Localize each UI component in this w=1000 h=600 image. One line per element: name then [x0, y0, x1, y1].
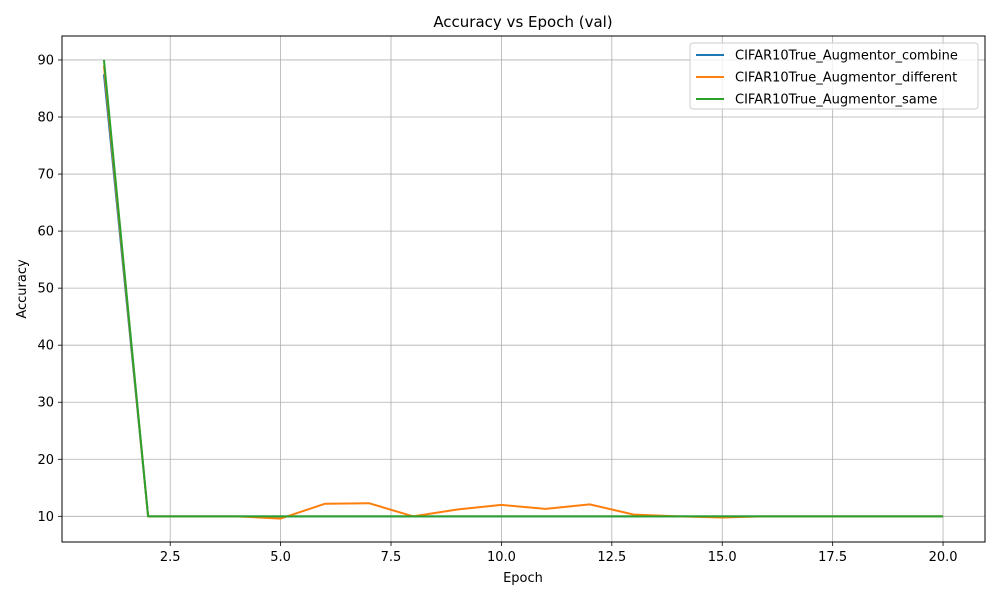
x-tick-label: 17.5 [818, 550, 847, 565]
chart-title: Accuracy vs Epoch (val) [433, 13, 612, 31]
x-tick-label: 10.0 [487, 550, 516, 565]
y-tick-label: 30 [37, 396, 54, 411]
legend-label: CIFAR10True_Augmentor_combine [735, 49, 958, 64]
legend: CIFAR10True_Augmentor_combine CIFAR10True… [689, 42, 979, 110]
y-tick-label: 50 [37, 282, 54, 297]
x-tick-label: 2.5 [160, 550, 181, 565]
legend-box [689, 42, 979, 110]
x-tick-label: 12.5 [597, 550, 626, 565]
y-tick-label: 70 [37, 168, 54, 183]
x-tick-label: 5.0 [270, 550, 291, 565]
y-tick-label: 80 [37, 111, 54, 126]
y-axis-label: Accuracy [15, 259, 30, 319]
x-tick-label: 15.0 [708, 550, 737, 565]
y-tick-label: 90 [37, 53, 54, 68]
y-tick-label: 20 [37, 453, 54, 468]
series-lines [102, 59, 944, 520]
plot-frame [61, 35, 986, 543]
legend-label: CIFAR10True_Augmentor_different [735, 71, 957, 86]
series-line-3 [102, 59, 944, 518]
y-tick-label: 10 [37, 510, 54, 525]
legend-label: CIFAR10True_Augmentor_same [735, 93, 937, 108]
axis-ticks: 2.5 5.0 7.5 10.0 12.5 15.0 17.5 20.0 10 20 30 40 50 6… [37, 53, 957, 565]
y-tick-label: 40 [37, 339, 54, 354]
x-tick-label: 7.5 [381, 550, 402, 565]
y-tick-label: 60 [37, 225, 54, 240]
x-tick-label: 20.0 [929, 550, 958, 565]
x-axis-label: Epoch [503, 571, 543, 586]
